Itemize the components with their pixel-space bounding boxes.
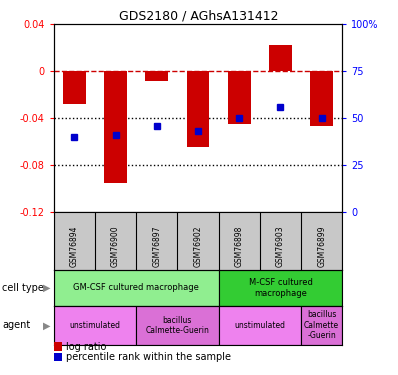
Text: cell type: cell type [2,283,44,293]
Bar [54,270,219,306]
Bar [63,71,86,104]
Text: ▶: ▶ [43,283,51,293]
Text: GSM76894: GSM76894 [70,226,79,267]
Bar [145,71,168,81]
Bar [104,71,127,183]
Text: GSM76897: GSM76897 [152,226,161,267]
Bar [310,71,333,126]
Bar [269,45,292,71]
Bar [219,270,342,306]
Text: GSM76903: GSM76903 [276,225,285,267]
Text: bacillus
Calmette
-Guerin: bacillus Calmette -Guerin [304,310,339,340]
Text: GM-CSF cultured macrophage: GM-CSF cultured macrophage [73,284,199,292]
Bar [219,306,301,345]
Text: GSM76898: GSM76898 [235,226,244,267]
Text: unstimulated: unstimulated [234,321,285,330]
Text: GSM76902: GSM76902 [193,226,203,267]
Text: percentile rank within the sample: percentile rank within the sample [66,352,231,362]
Text: GSM76900: GSM76900 [111,225,120,267]
Text: log ratio: log ratio [66,342,106,351]
Text: bacillus
Calmette-Guerin: bacillus Calmette-Guerin [145,316,209,335]
Bar [54,306,136,345]
Text: ▶: ▶ [43,320,51,330]
Text: GSM76899: GSM76899 [317,226,326,267]
Text: unstimulated: unstimulated [70,321,121,330]
Bar [136,306,219,345]
Text: M-CSF cultured
macrophage: M-CSF cultured macrophage [248,278,312,297]
Text: agent: agent [2,320,30,330]
Bar [187,71,209,147]
Bar [301,306,342,345]
Bar [228,71,251,124]
Text: GDS2180 / AGhsA131412: GDS2180 / AGhsA131412 [119,9,279,22]
